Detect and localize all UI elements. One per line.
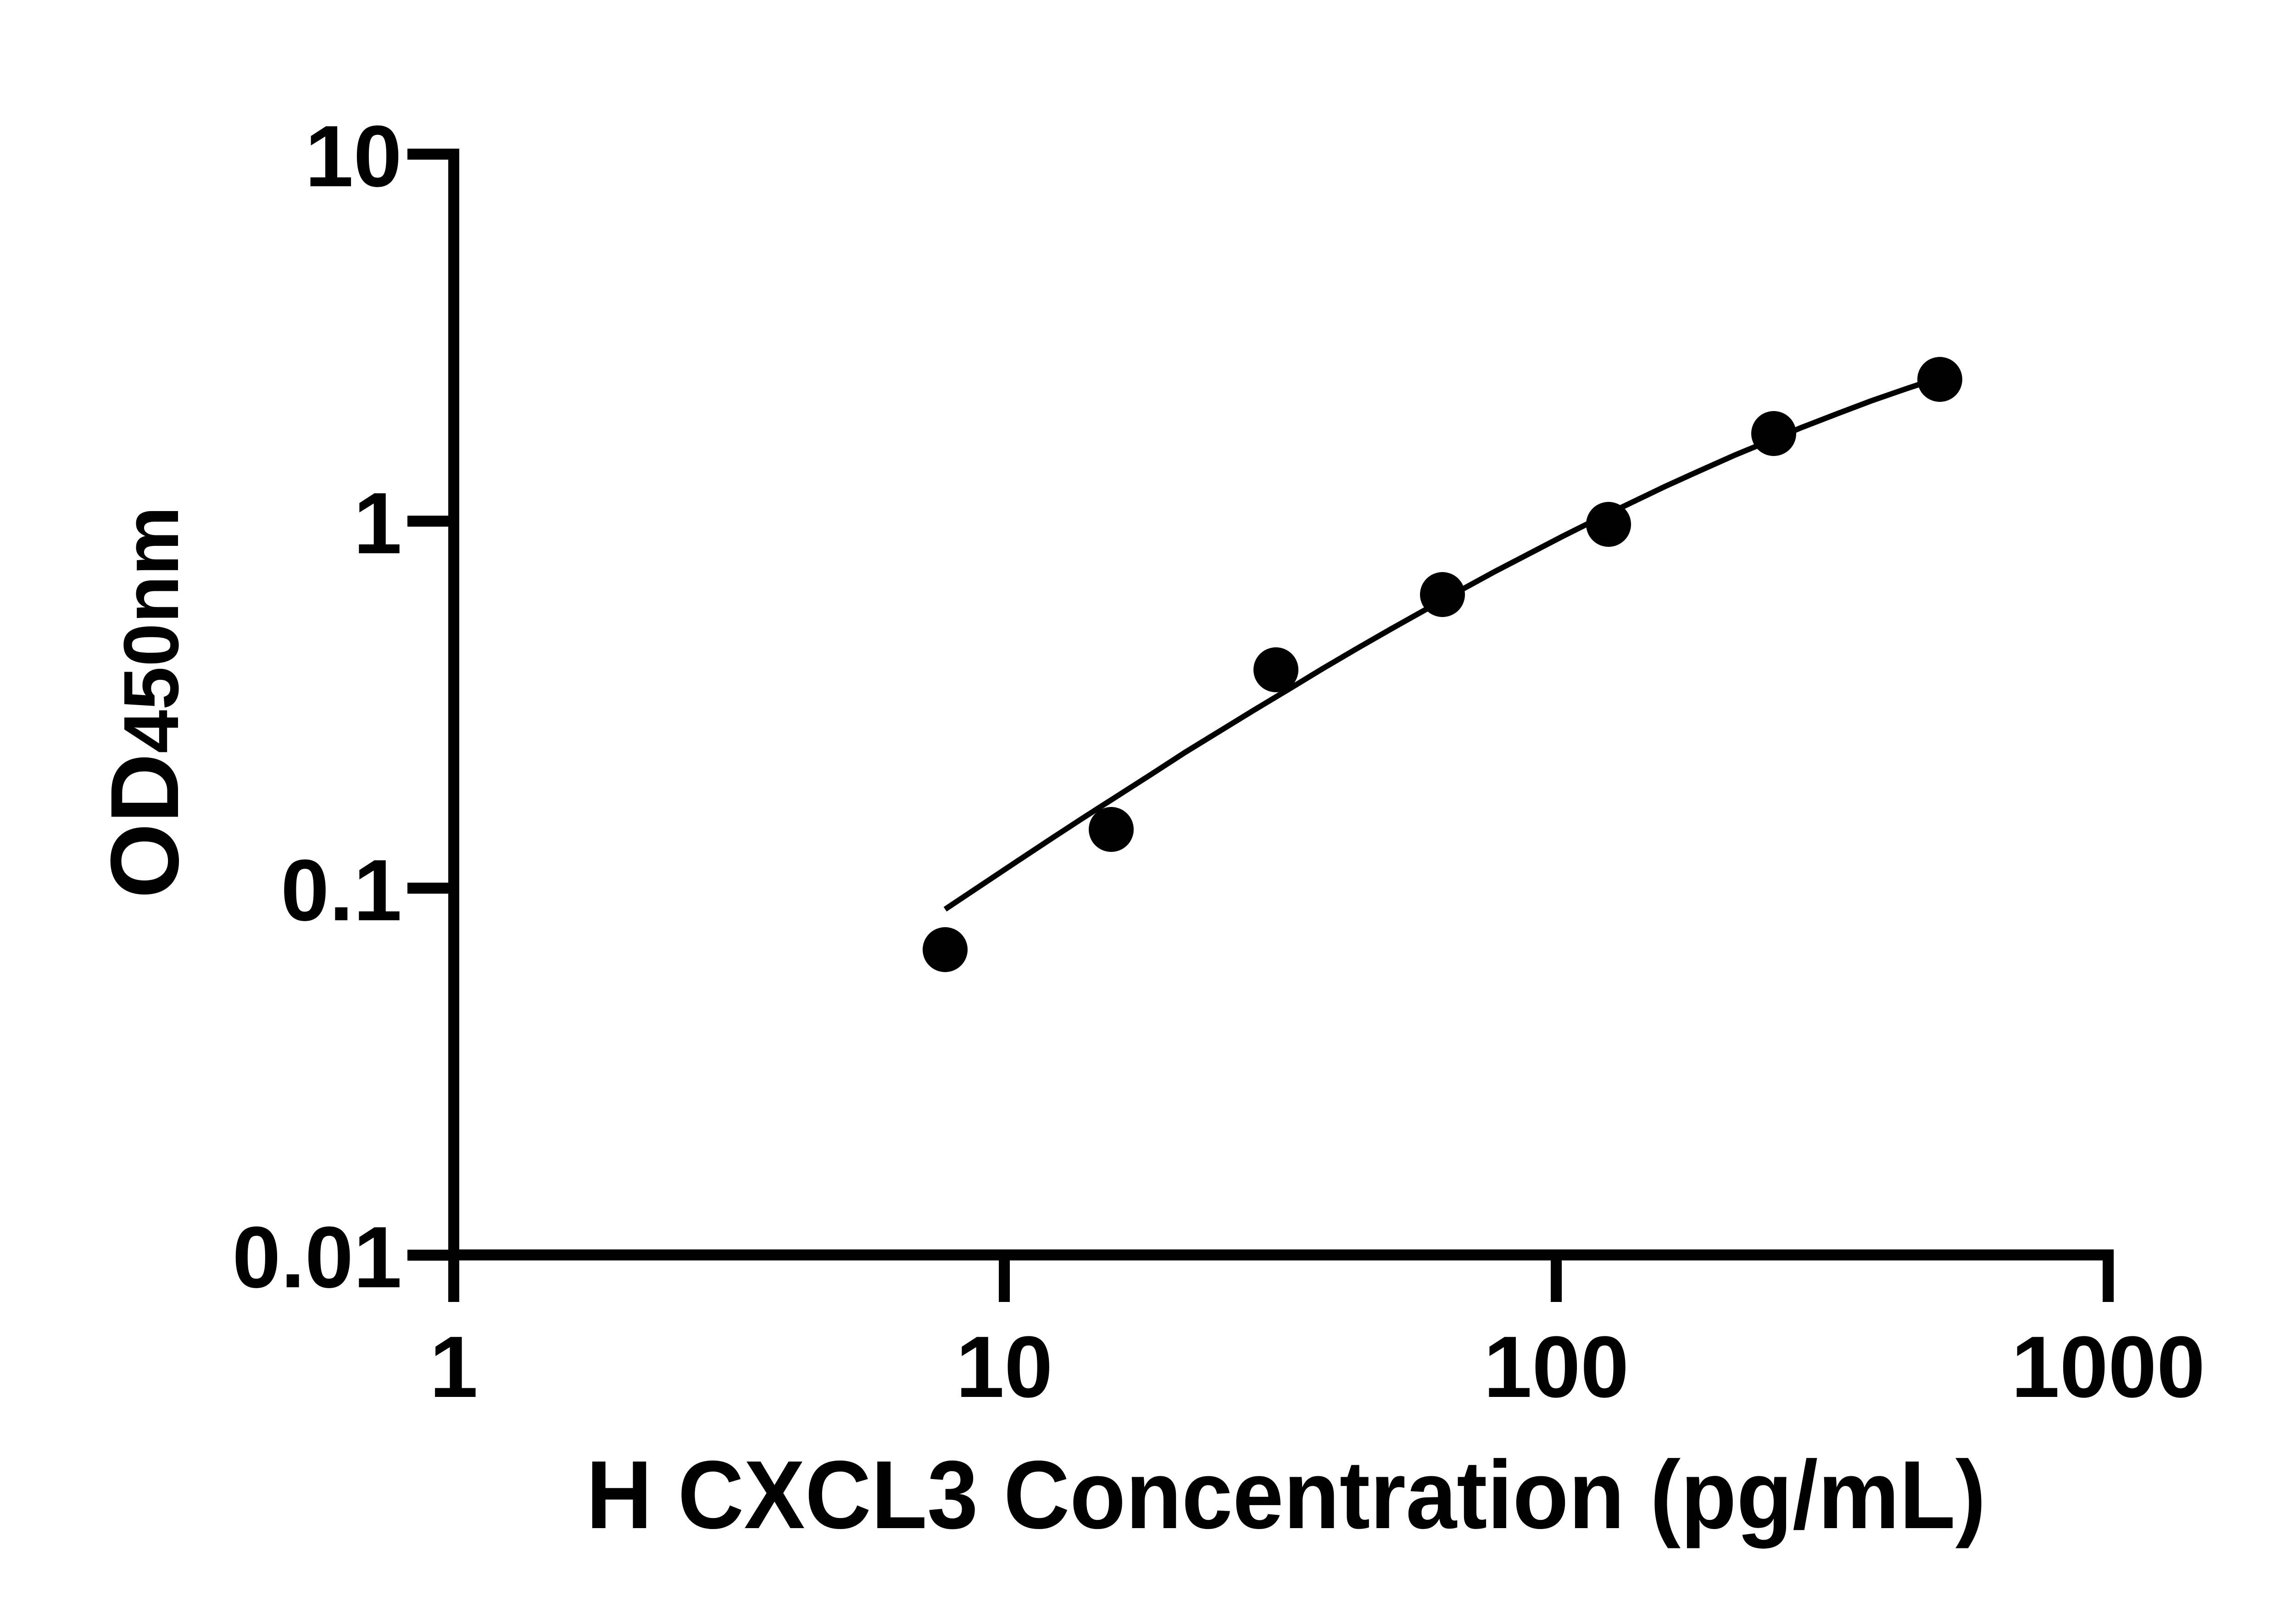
svg-text:H CXCL3 Concentration (pg/mL): H CXCL3 Concentration (pg/mL) (586, 1440, 1986, 1549)
svg-text:0.1: 0.1 (281, 842, 402, 939)
svg-text:10: 10 (956, 1318, 1052, 1416)
svg-text:100: 100 (1483, 1318, 1629, 1416)
svg-text:OD450nm: OD450nm (90, 506, 199, 898)
svg-text:10: 10 (305, 108, 402, 205)
svg-text:1000: 1000 (2011, 1318, 2205, 1416)
svg-text:1: 1 (429, 1318, 478, 1416)
svg-text:1: 1 (353, 475, 402, 572)
svg-text:0.01: 0.01 (232, 1209, 402, 1306)
